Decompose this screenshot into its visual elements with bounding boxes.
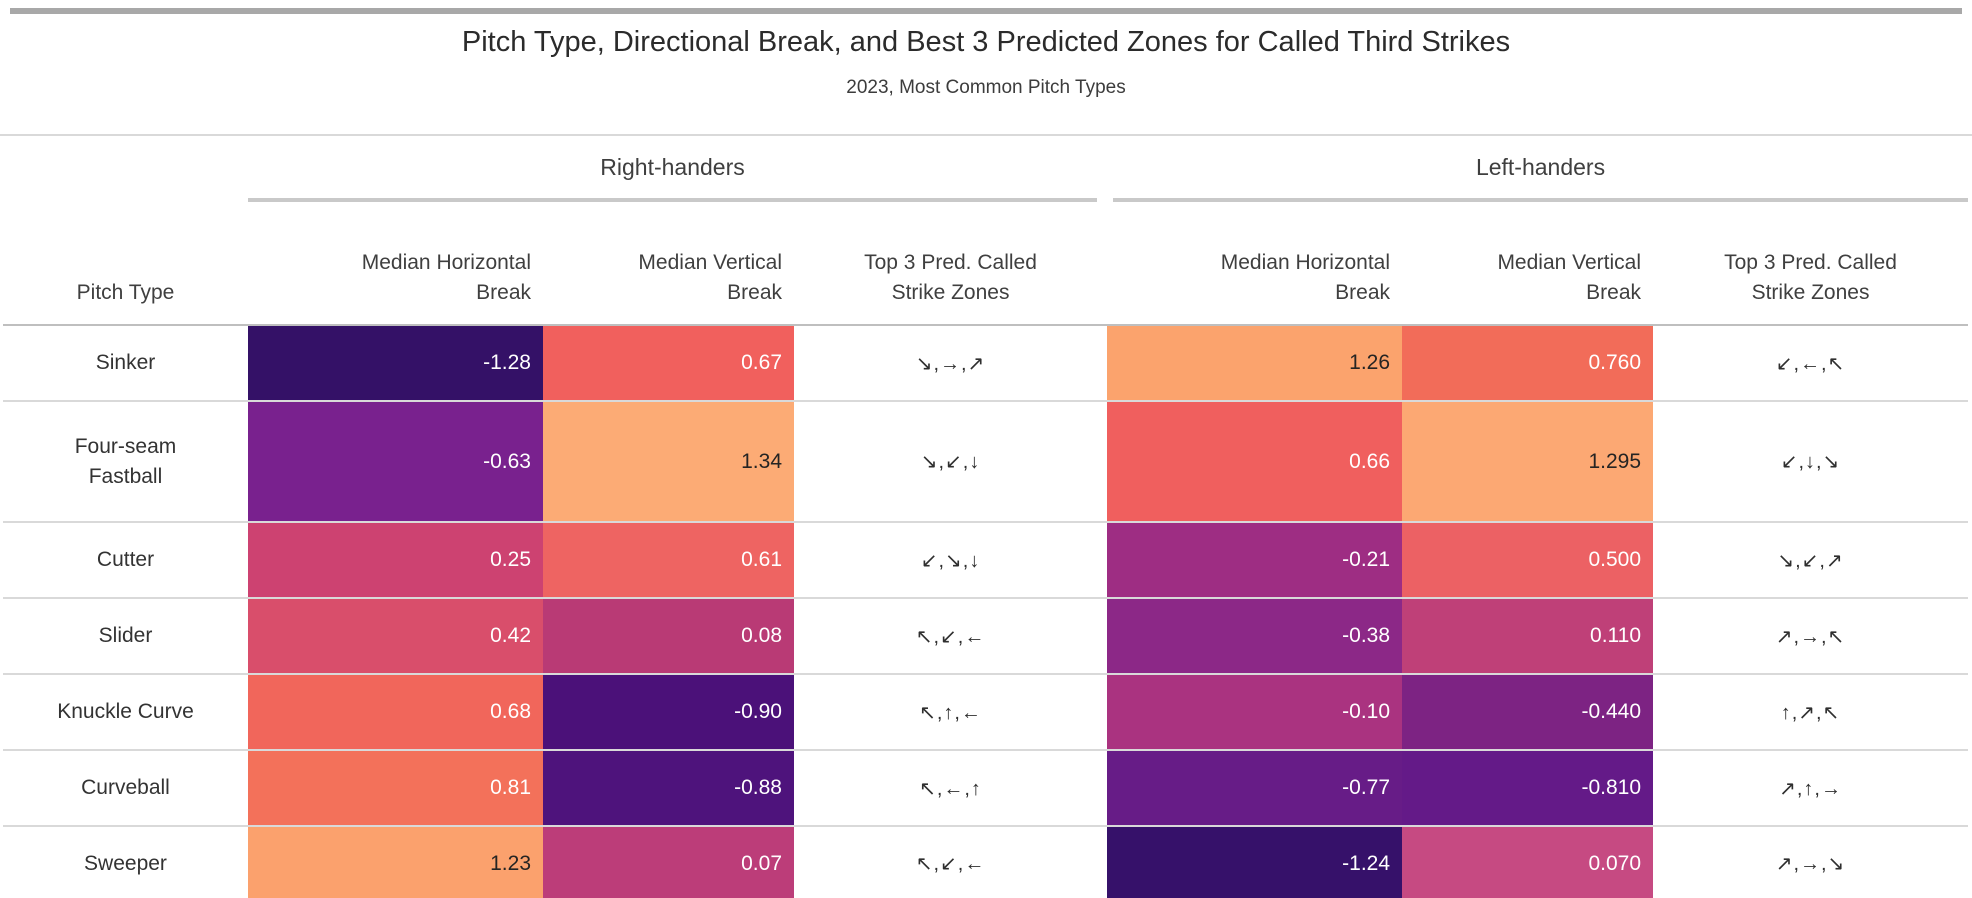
rhb-zones-cell: ↖,←,↑ [794,749,1108,826]
pitch-type-cell: Cutter [3,521,248,598]
rhb-v-break-cell: -0.90 [543,673,794,750]
title-divider [0,134,1972,136]
lhb-zones-cell: ↗,↑,→ [1653,749,1969,826]
lhb-h-break-cell: -1.24 [1107,825,1403,898]
visual-drag-bar [10,8,1962,14]
group-right-handers-label: Right-handers [600,153,745,180]
rhb-strike-zones-header: Top 3 Pred. Called Strike Zones [794,202,1108,326]
table-body: Sinker -1.28 0.67 ↘,→,↗ 1.26 0.760 ↙,←,↖… [3,325,1969,898]
rhb-h-break-cell: -0.63 [248,400,543,522]
rhb-zones-cell: ↘,↙,↓ [794,400,1108,522]
table-row: Sinker -1.28 0.67 ↘,→,↗ 1.26 0.760 ↙,←,↖ [3,325,1968,401]
pitch-type-header: Pitch Type [3,202,248,326]
table-row: Knuckle Curve 0.68 -0.90 ↖,↑,← -0.10 -0.… [3,673,1969,750]
lhb-h-break-cell: -0.10 [1107,673,1403,750]
rhb-h-break-cell: 0.68 [248,673,543,750]
lhb-strike-zones-header: Top 3 Pred. Called Strike Zones [1653,202,1969,326]
group-header-right-handers: Right-handers [248,136,1107,202]
group-header-left-handers: Left-handers [1107,136,1969,202]
lhb-vertical-break-header: Median Vertical Break [1402,202,1654,326]
lhb-v-break-cell: 0.500 [1402,521,1654,598]
lhb-v-break-cell: -0.810 [1402,749,1654,826]
table-row: Slider 0.42 0.08 ↖,↙,← -0.38 0.110 ↗,→,↖ [3,597,1969,674]
pitch-type-cell: Four-seam Fastball [3,400,248,522]
rhb-v-break-cell: 0.08 [543,597,794,674]
pitch-type-cell: Sweeper [3,825,248,898]
lhb-zones-cell: ↙,←,↖ [1775,352,1846,375]
rhb-v-break-cell: 0.07 [543,825,794,898]
rhb-h-break-cell: 0.81 [248,749,543,826]
pitch-type-cell: Slider [3,597,248,674]
rhb-v-break-cell: 0.61 [543,521,794,598]
rhb-h-break-cell: -1.28 [248,325,543,401]
lhb-zones-cell: ↘,↙,↗ [1653,521,1969,598]
lhb-v-break-cell: 0.760 [1402,325,1654,401]
table-row: Curveball 0.81 -0.88 ↖,←,↑ -0.77 -0.810 … [3,749,1969,826]
lhb-h-break-cell: -0.21 [1107,521,1403,598]
lhb-v-break-cell: -0.440 [1402,673,1654,750]
rhb-h-break-cell: 1.23 [248,825,543,898]
table-row: Sweeper 1.23 0.07 ↖,↙,← -1.24 0.070 ↗,→,… [3,825,1969,898]
rhb-v-break-cell: -0.88 [543,749,794,826]
lhb-h-break-cell: -0.77 [1107,749,1403,826]
lhb-zones-cell: ↑,↗,↖ [1653,673,1969,750]
lhb-zones-cell: ↗,→,↖ [1653,597,1969,674]
table-row: Four-seam Fastball -0.63 1.34 ↘,↙,↓ 0.66… [3,400,1969,522]
lhb-zones-cell: ↙,↓,↘ [1653,400,1969,522]
rhb-horizontal-break-header: Median Horizontal Break [248,202,543,326]
rhb-v-break-cell: 0.67 [543,325,794,401]
pitch-break-table: Right-handers Left-handers Pitch Type Me… [3,136,1969,898]
lhb-h-break-cell: -0.38 [1107,597,1403,674]
group-left-handers-label: Left-handers [1475,153,1606,180]
rhb-v-break-cell: 1.34 [543,400,794,522]
rhb-zones-cell: ↖,↑,← [794,673,1108,750]
table-row: Cutter 0.25 0.61 ↙,↘,↓ -0.21 0.500 ↘,↙,↗ [3,521,1969,598]
column-header-row: Pitch Type Median Horizontal Break Media… [3,202,1969,326]
rhb-zones-cell: ↙,↘,↓ [794,521,1108,598]
pitch-type-cell: Sinker [95,351,156,374]
rhb-zones-cell: ↘,→,↗ [915,352,986,375]
pitch-type-cell: Knuckle Curve [3,673,248,750]
group-spacer [3,136,248,202]
rhb-vertical-break-header: Median Vertical Break [543,202,794,326]
lhb-h-break-cell: 0.66 [1107,400,1403,522]
rhb-zones-cell: ↖,↙,← [794,597,1108,674]
rhb-h-break-cell: 0.25 [248,521,543,598]
pitch-type-cell: Curveball [3,749,248,826]
lhb-v-break-cell: 0.110 [1402,597,1654,674]
lhb-zones-cell: ↗,→,↘ [1653,825,1969,898]
lhb-h-break-cell: 1.26 [1107,325,1403,401]
lhb-horizontal-break-header: Median Horizontal Break [1107,202,1403,326]
column-group-row: Right-handers Left-handers [3,136,1969,202]
lhb-v-break-cell: 1.295 [1402,400,1654,522]
rhb-h-break-cell: 0.42 [248,597,543,674]
page-title: Pitch Type, Directional Break, and Best … [461,26,1511,58]
rhb-zones-cell: ↖,↙,← [794,825,1108,898]
page-subtitle: 2023, Most Common Pitch Types [846,77,1126,98]
lhb-v-break-cell: 0.070 [1402,825,1654,898]
